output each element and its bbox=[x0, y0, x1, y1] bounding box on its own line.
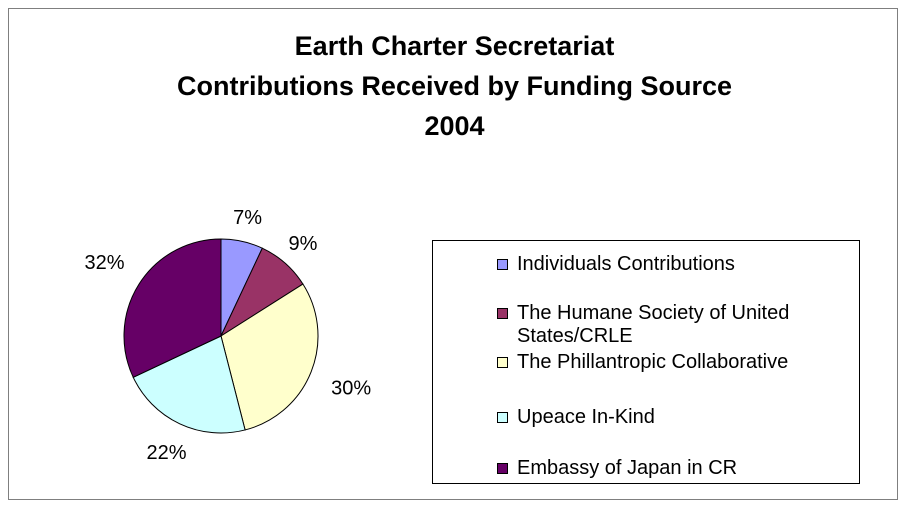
pie-slice-phillantropic bbox=[220, 283, 319, 431]
pie-slice-embassy-japan bbox=[123, 238, 222, 378]
data-label-upeace: 22% bbox=[146, 442, 186, 464]
legend-label-phillantropic: The Phillantropic Collaborative bbox=[517, 351, 789, 373]
chart-title-line-1: Earth Charter Secretariat bbox=[294, 31, 615, 61]
legend-swatch-embassy-japan bbox=[497, 463, 508, 474]
data-label-embassy-japan: 32% bbox=[84, 252, 124, 274]
legend-label-upeace: Upeace In-Kind bbox=[517, 406, 655, 428]
legend-swatch-humane-society bbox=[497, 308, 508, 319]
legend: Individuals Contributions The Humane Soc… bbox=[432, 240, 860, 484]
chart-title: Earth Charter Secretariat Contributions … bbox=[0, 26, 909, 146]
legend-swatch-upeace bbox=[497, 412, 508, 423]
data-label-humane-society: 9% bbox=[289, 233, 318, 255]
legend-swatch-individuals bbox=[497, 259, 508, 270]
legend-label-humane-society: The Humane Society of United States/CRLE bbox=[517, 302, 790, 347]
legend-label-individuals: Individuals Contributions bbox=[517, 253, 735, 275]
legend-swatch-phillantropic bbox=[497, 357, 508, 368]
chart-title-line-3: 2004 bbox=[424, 111, 485, 141]
data-label-individuals: 7% bbox=[233, 207, 262, 229]
legend-label-embassy-japan: Embassy of Japan in CR bbox=[517, 457, 738, 479]
data-label-phillantropic: 30% bbox=[331, 378, 371, 400]
pie-slice-upeace bbox=[132, 335, 246, 434]
chart-title-line-2: Contributions Received by Funding Source bbox=[176, 71, 733, 101]
